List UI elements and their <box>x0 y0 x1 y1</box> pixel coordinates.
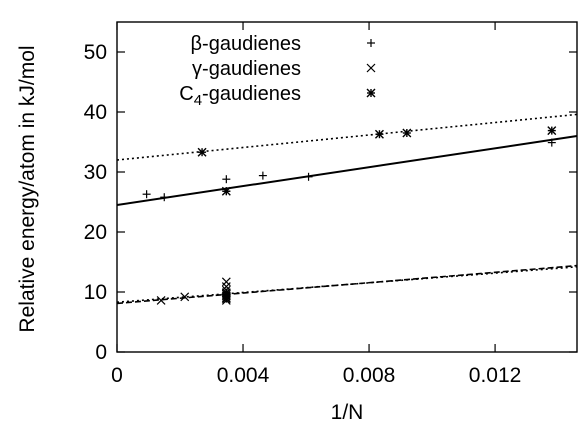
y-axis-label: Relative energy/atom in kJ/mol <box>16 45 39 332</box>
point-plus <box>304 172 313 181</box>
y-tick-label: 0 <box>95 341 107 364</box>
x-tick-label: 0 <box>111 364 123 387</box>
point-cross <box>156 295 166 305</box>
legend: β-gaudienes γ-gaudienes C4-gaudienes <box>179 33 376 109</box>
point-plus <box>258 171 267 180</box>
y-tick-label: 30 <box>84 161 107 184</box>
point-star <box>221 186 231 196</box>
point-star <box>221 294 231 304</box>
legend-label: C4-gaudienes <box>179 83 301 109</box>
point-star <box>197 147 207 157</box>
plot-area <box>116 21 578 353</box>
point-plus <box>547 138 556 147</box>
y-tick-label: 50 <box>84 41 107 64</box>
fit-line-solid <box>116 135 578 206</box>
data-points <box>142 126 557 305</box>
fit-line-dotted <box>116 113 578 161</box>
legend-marker-star <box>366 88 376 98</box>
point-star <box>547 126 557 136</box>
fit-lines <box>116 113 578 305</box>
point-star <box>402 128 412 138</box>
x-axis-label: 1/N <box>331 401 364 424</box>
legend-marker-plus <box>367 39 375 47</box>
point-plus <box>142 190 151 199</box>
plot-frame <box>116 21 578 353</box>
y-tick-label: 40 <box>84 101 107 124</box>
x-tick-label: 0.008 <box>343 364 396 387</box>
legend-marker-cross <box>366 63 376 73</box>
x-tick-label: 0.012 <box>469 364 522 387</box>
x-tick-label: 0.004 <box>217 364 270 387</box>
legend-label: γ-gaudienes <box>192 58 301 80</box>
point-cross <box>180 292 190 302</box>
point-plus <box>160 193 169 202</box>
fit-line-dotted <box>116 266 578 303</box>
y-tick-label: 10 <box>84 281 107 304</box>
point-plus <box>222 175 231 184</box>
y-tick-label: 20 <box>84 221 107 244</box>
axis-ticks: 0 0.004 0.008 0.012 0 10 20 30 40 50 <box>84 22 577 387</box>
point-star <box>374 129 384 139</box>
legend-label: β-gaudienes <box>191 33 301 55</box>
